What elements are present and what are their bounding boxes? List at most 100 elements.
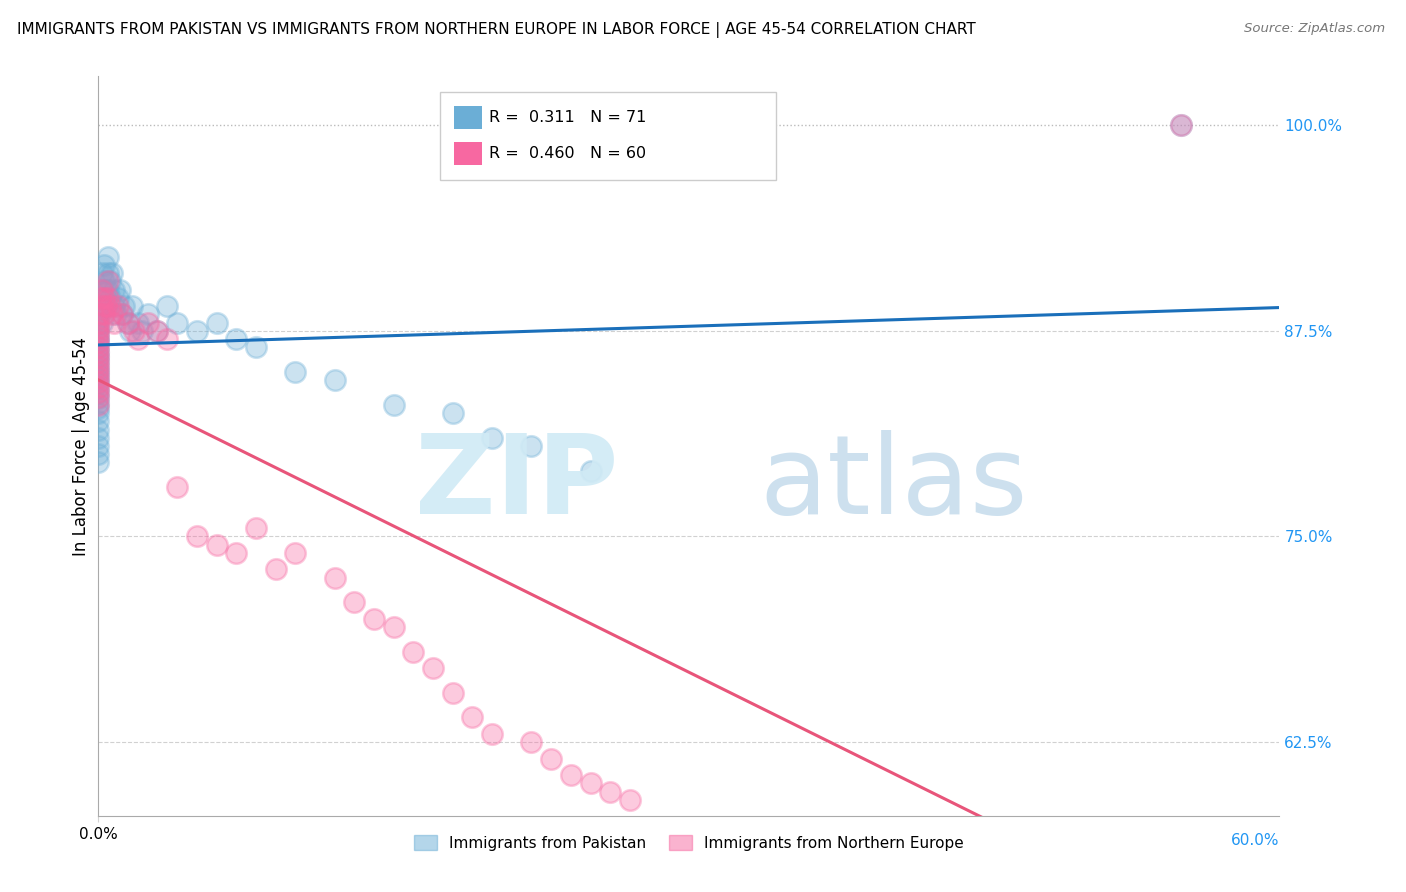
Point xyxy=(111,307,134,321)
Point xyxy=(87,332,110,346)
Point xyxy=(87,439,110,453)
Point xyxy=(93,258,115,272)
Point xyxy=(93,307,115,321)
Point xyxy=(402,645,425,659)
Point xyxy=(97,291,120,305)
Point xyxy=(91,299,114,313)
Point xyxy=(87,398,110,412)
Point xyxy=(87,392,110,406)
Point xyxy=(98,275,121,289)
Y-axis label: In Labor Force | Age 45-54: In Labor Force | Age 45-54 xyxy=(72,336,90,556)
Point xyxy=(87,447,110,461)
Text: 60.0%: 60.0% xyxy=(1232,832,1279,847)
Point xyxy=(323,373,346,387)
Point xyxy=(87,340,110,354)
Point xyxy=(579,464,602,478)
Point xyxy=(481,431,503,445)
Point xyxy=(323,571,346,585)
Point xyxy=(156,332,179,346)
Point xyxy=(91,299,114,313)
Point xyxy=(87,363,110,377)
Point xyxy=(91,266,114,280)
Point xyxy=(91,283,114,297)
Point xyxy=(96,283,118,297)
Point xyxy=(579,776,602,790)
Point xyxy=(225,546,247,560)
Text: IMMIGRANTS FROM PAKISTAN VS IMMIGRANTS FROM NORTHERN EUROPE IN LABOR FORCE | AGE: IMMIGRANTS FROM PAKISTAN VS IMMIGRANTS F… xyxy=(17,22,976,38)
Point xyxy=(87,359,110,373)
Point xyxy=(87,330,110,344)
Point xyxy=(127,332,149,346)
Point xyxy=(1170,118,1192,132)
Point xyxy=(284,546,307,560)
Point xyxy=(87,381,110,395)
Point xyxy=(146,324,169,338)
Text: R =  0.311   N = 71: R = 0.311 N = 71 xyxy=(489,111,647,125)
Point xyxy=(108,283,131,297)
Point xyxy=(284,365,307,379)
Point xyxy=(136,307,159,321)
Point xyxy=(422,661,444,675)
Point xyxy=(93,275,115,289)
Point xyxy=(87,386,110,401)
Point xyxy=(87,406,110,420)
Point xyxy=(245,521,267,535)
Point xyxy=(87,455,110,469)
Point xyxy=(441,406,464,420)
Point xyxy=(87,431,110,445)
Point xyxy=(87,345,110,359)
Point xyxy=(87,327,110,342)
Point xyxy=(520,735,543,749)
Point xyxy=(156,299,179,313)
Point xyxy=(87,380,110,394)
Point xyxy=(1170,118,1192,132)
Point xyxy=(87,396,110,410)
Point xyxy=(127,316,149,330)
Point xyxy=(117,316,139,330)
Point xyxy=(225,332,247,346)
Point xyxy=(131,324,153,338)
Point xyxy=(87,375,110,389)
Point xyxy=(97,283,120,297)
Point xyxy=(481,727,503,741)
Point xyxy=(87,367,110,381)
Point xyxy=(121,299,143,313)
Point xyxy=(87,335,110,350)
Point xyxy=(166,480,188,494)
Point xyxy=(205,316,228,330)
Point xyxy=(87,376,110,391)
Point xyxy=(89,291,111,305)
Point xyxy=(186,324,208,338)
Point xyxy=(87,318,110,332)
Point xyxy=(87,345,110,359)
Point xyxy=(87,414,110,428)
Point xyxy=(245,340,267,354)
Point xyxy=(363,612,385,626)
Point xyxy=(87,390,110,404)
Point xyxy=(89,307,111,321)
Point xyxy=(87,316,110,330)
Point xyxy=(87,371,110,385)
Point xyxy=(93,291,115,305)
Point xyxy=(87,320,110,334)
Point xyxy=(103,299,125,313)
Point xyxy=(118,324,141,338)
Point xyxy=(87,326,110,340)
Point xyxy=(87,322,110,336)
Text: Source: ZipAtlas.com: Source: ZipAtlas.com xyxy=(1244,22,1385,36)
Point xyxy=(87,359,110,374)
Point xyxy=(146,324,169,338)
Point xyxy=(382,398,405,412)
Point xyxy=(91,283,114,297)
Point xyxy=(112,299,135,313)
Point xyxy=(93,291,115,305)
Point xyxy=(382,620,405,634)
Text: ZIP: ZIP xyxy=(415,430,619,536)
Point xyxy=(98,291,121,305)
Point xyxy=(87,355,110,369)
Point xyxy=(103,316,125,330)
Point xyxy=(111,307,134,321)
Point xyxy=(87,370,110,384)
Point xyxy=(619,793,641,807)
Point xyxy=(91,316,114,330)
